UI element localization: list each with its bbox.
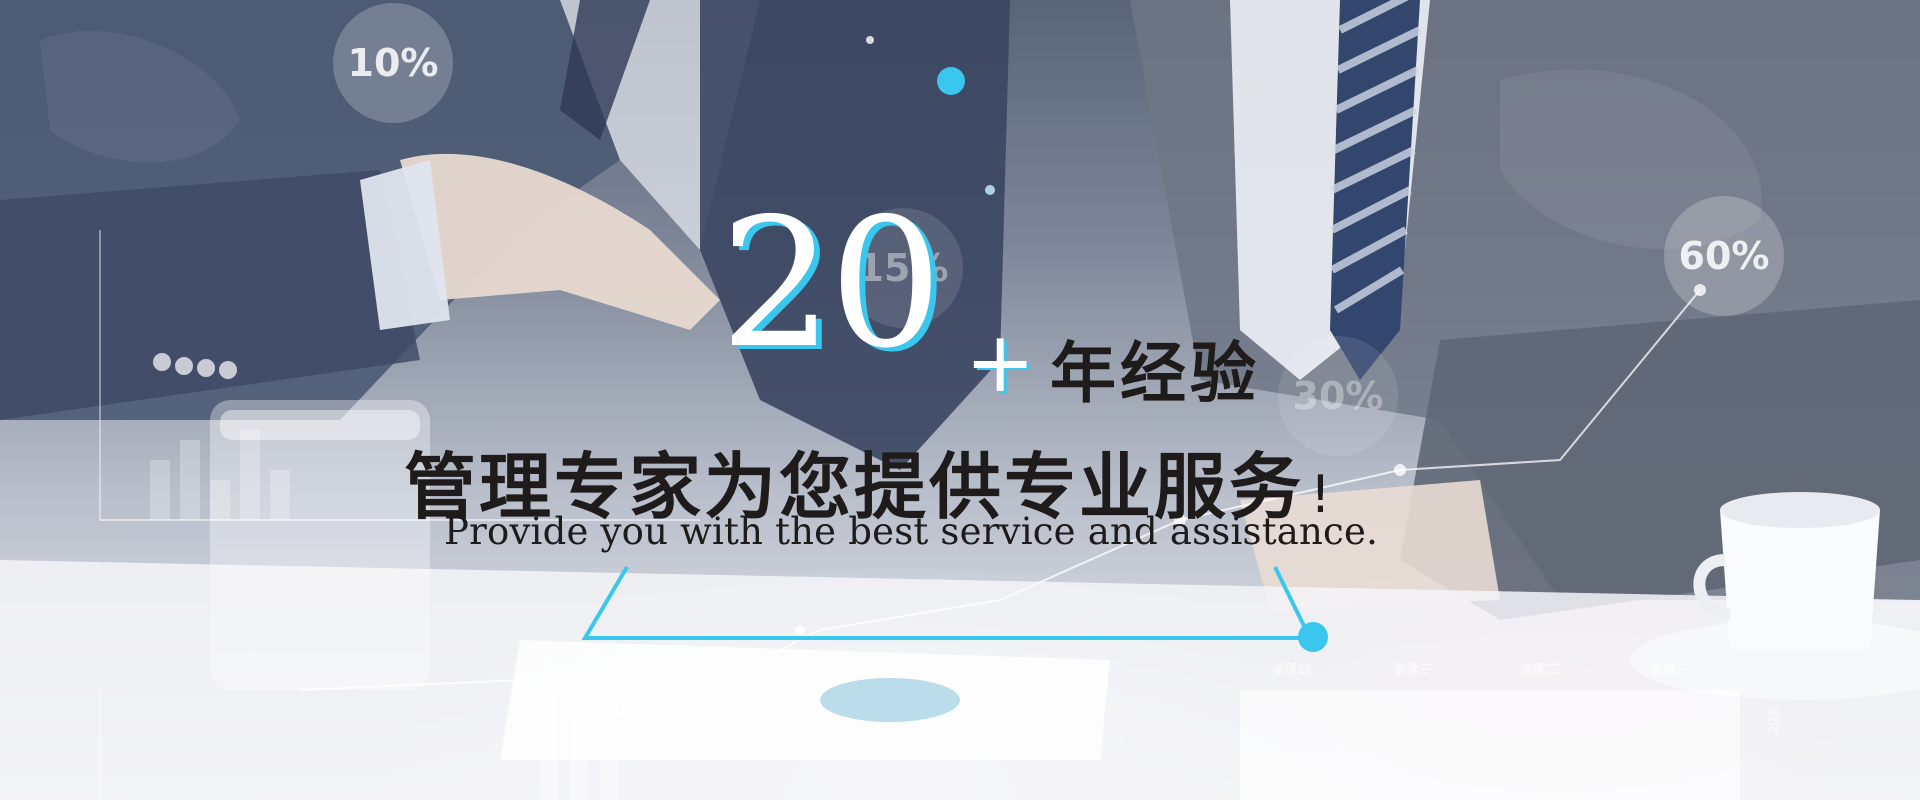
main-heading-exclamation: ! — [1310, 465, 1334, 525]
sub-heading: Provide you with the best service and as… — [444, 510, 1379, 553]
percent-bubble-10: 10% — [333, 3, 453, 123]
percent-bubble-60: 60% — [1664, 196, 1784, 316]
main-heading-text: 管理专家为您提供专业服务 — [404, 445, 1305, 529]
main-heading: 管理专家为您提供专业服务! — [404, 428, 1334, 533]
years-experience-label: 年经验 — [1050, 335, 1260, 412]
plus-sign: + — [965, 313, 1036, 411]
years-number: 20 — [720, 180, 942, 387]
percent-bubble-30: 30% — [1278, 336, 1398, 456]
percent-bubble-15: 15% — [843, 208, 963, 328]
